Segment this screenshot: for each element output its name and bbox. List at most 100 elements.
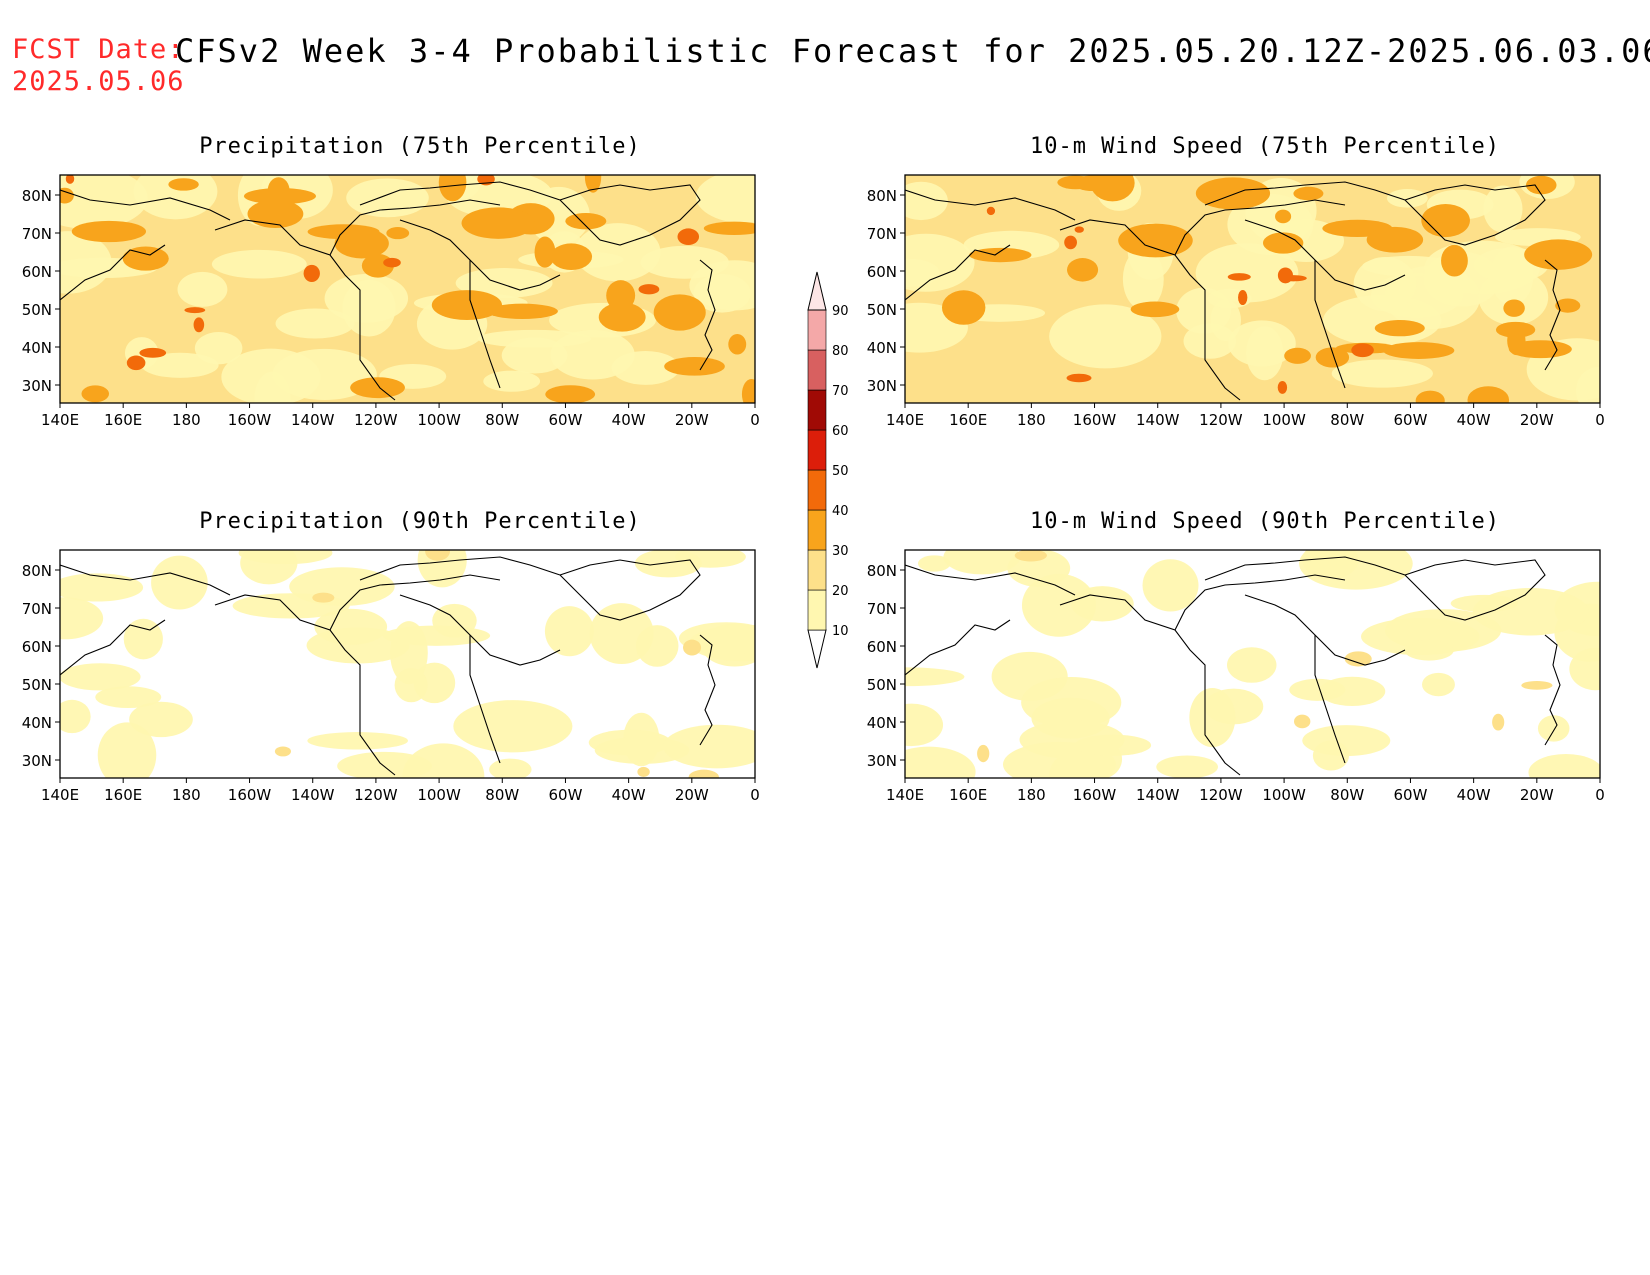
- prob-patch: [247, 199, 304, 229]
- colorbar-tick-label: 80: [832, 344, 849, 359]
- prob-patch: [1503, 299, 1525, 317]
- prob-patch: [1195, 243, 1299, 303]
- coastline: [559, 559, 701, 621]
- prob-patch: [1183, 323, 1236, 359]
- prob-patch: [1555, 298, 1581, 313]
- prob-patch: [95, 686, 162, 709]
- lon-tick-label: 20W: [675, 786, 709, 804]
- coastline: [1204, 556, 1406, 581]
- prob-patch: [1366, 226, 1424, 253]
- lon-tick-label: 100W: [417, 411, 461, 429]
- prob-patch: [275, 308, 355, 339]
- lon-tick-label: 60W: [1393, 411, 1427, 429]
- prob-patch: [640, 245, 729, 279]
- lon-tick-label: 60W: [1393, 786, 1427, 804]
- prob-patch: [240, 550, 298, 585]
- coastline: [1244, 219, 1406, 291]
- prob-patch: [60, 699, 91, 734]
- colorbar-segment: [807, 429, 827, 471]
- lat-tick-label: 30N: [22, 377, 52, 395]
- prob-patch: [1294, 714, 1311, 729]
- prob-patch: [1415, 390, 1445, 403]
- coastline: [60, 564, 231, 596]
- prob-patch: [65, 175, 75, 184]
- colorbar-high-triangle: [807, 271, 827, 311]
- prob-patch: [60, 231, 112, 294]
- prob-patch: [133, 175, 218, 220]
- prob-patch: [141, 352, 219, 378]
- lat-tick-label: 30N: [22, 752, 52, 770]
- prob-patch: [1073, 175, 1114, 192]
- prob-patch: [905, 667, 965, 687]
- prob-patch: [1021, 676, 1122, 728]
- prob-patch: [728, 333, 747, 355]
- prob-patch: [1312, 740, 1350, 771]
- prob-patch: [346, 178, 429, 218]
- prob-patch: [267, 177, 290, 206]
- colorbar-tick-label: 60: [832, 424, 849, 439]
- coastline: [399, 219, 561, 291]
- lat-tick-label: 30N: [867, 752, 897, 770]
- prob-patch: [386, 227, 410, 240]
- prob-patch: [151, 555, 208, 610]
- prob-patch: [139, 347, 167, 358]
- prob-patch: [383, 257, 401, 268]
- prob-patch: [337, 751, 432, 778]
- coastline: [1314, 635, 1346, 764]
- coastline: [905, 244, 1011, 301]
- lat-tick-label: 50N: [22, 301, 52, 319]
- coastline: [60, 619, 166, 676]
- prob-patch: [1275, 209, 1292, 224]
- lat-tick-label: 40N: [867, 339, 897, 357]
- prob-patch: [905, 746, 976, 778]
- lon-tick-label: 140E: [41, 786, 79, 804]
- prob-patch: [1404, 639, 1454, 661]
- panel-title-wind90: 10-m Wind Speed (90th Percentile): [1029, 509, 1501, 534]
- lon-tick-label: 120W: [354, 786, 398, 804]
- lat-tick-label: 70N: [22, 600, 52, 618]
- prob-patch: [168, 178, 199, 191]
- coastline: [214, 219, 396, 401]
- coastline: [399, 594, 561, 666]
- lon-tick-label: 80W: [1330, 786, 1364, 804]
- lon-tick-label: 160E: [949, 411, 987, 429]
- prob-patch: [350, 377, 405, 399]
- lon-tick-label: 20W: [1520, 786, 1554, 804]
- prob-patch: [1066, 373, 1092, 383]
- prob-patch: [1074, 226, 1084, 233]
- panel-title-wind75: 10-m Wind Speed (75th Percentile): [1029, 134, 1501, 159]
- prob-patch: [1049, 304, 1162, 369]
- prob-patch: [598, 302, 646, 332]
- colorbar-tick-label: 70: [832, 384, 849, 399]
- lon-tick-label: 160W: [228, 411, 272, 429]
- prob-patch: [584, 175, 602, 193]
- prob-patch: [1066, 258, 1099, 282]
- coastline: [359, 181, 561, 206]
- prob-patch: [550, 243, 593, 270]
- prob-patch: [977, 744, 990, 763]
- panel-title-precip75: Precipitation (75th Percentile): [199, 134, 641, 159]
- prob-patch: [60, 187, 74, 204]
- coastline: [329, 574, 501, 631]
- prob-patch: [81, 385, 110, 403]
- prob-patch: [1262, 232, 1304, 254]
- lat-tick-label: 70N: [22, 225, 52, 243]
- lat-tick-label: 40N: [867, 714, 897, 732]
- lat-tick-label: 80N: [22, 187, 52, 205]
- coastline: [559, 184, 701, 246]
- prob-patch: [663, 724, 755, 769]
- prob-patch: [905, 703, 944, 747]
- prob-patch: [1467, 386, 1510, 403]
- prob-patch: [1130, 301, 1180, 318]
- lat-tick-label: 60N: [22, 638, 52, 656]
- colorbar-segment: [807, 589, 827, 631]
- lon-tick-label: 120W: [354, 411, 398, 429]
- prob-patch: [1528, 754, 1600, 778]
- prob-patch: [611, 350, 680, 385]
- lon-tick-label: 40W: [1457, 786, 1491, 804]
- prob-patch: [303, 264, 320, 282]
- prob-patch: [461, 207, 535, 239]
- prob-patch: [695, 175, 755, 224]
- prob-patch: [943, 550, 1021, 575]
- lon-tick-label: 160W: [1073, 411, 1117, 429]
